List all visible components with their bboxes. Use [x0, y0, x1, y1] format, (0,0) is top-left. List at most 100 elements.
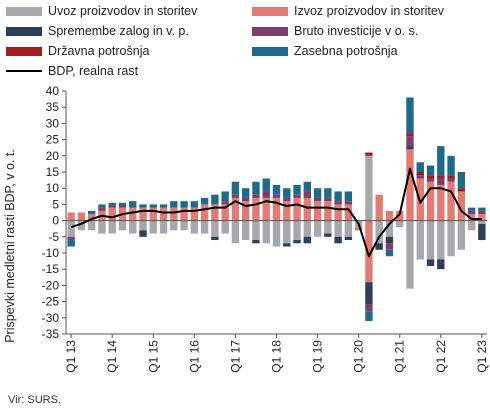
bar-segment-s5-11: [180, 201, 188, 208]
y-tick-label-1: 35: [46, 100, 60, 114]
bar-segment-s5-39: [467, 207, 476, 211]
bar-segment-s2-27: [344, 236, 353, 241]
bar-segment-s1-31: [385, 210, 394, 221]
bar-segment-s2-21: [283, 243, 291, 247]
bar-segment-s5-35: [426, 165, 435, 176]
bar-segment-s1-7: [139, 207, 147, 221]
bar-segment-s0-37: [447, 220, 455, 257]
bar-segment-s0-1: [77, 220, 86, 231]
bar-segment-s5-21: [283, 188, 291, 198]
bar-segment-s0-29: [365, 155, 373, 221]
bar-segment-s0-33: [406, 220, 414, 289]
x-tick-label-1: Q1 14: [105, 340, 119, 373]
y-tick-label-5: 15: [46, 165, 60, 179]
bar-segment-s2-18: [252, 240, 260, 244]
y-axis-label: Prispevki medletni rasti BDP, v o. t.: [3, 149, 17, 343]
bar-segment-s3-21: [283, 197, 291, 202]
bar-segment-s0-16: [231, 220, 240, 244]
legend-item-drzavna: Državna potrošnja: [6, 43, 149, 59]
bar-segment-s5-15: [221, 191, 229, 202]
source-note: Vir: SURS.: [8, 394, 61, 406]
bar-segment-s5-8: [149, 204, 157, 208]
y-tick-label-10: -10: [42, 246, 60, 260]
bar-segment-s0-26: [334, 220, 342, 237]
bars-layer: [67, 97, 486, 322]
y-tick-label-6: 10: [46, 181, 60, 195]
bar-segment-s5-18: [252, 181, 260, 195]
y-tick-label-7: 5: [52, 197, 59, 211]
bar-segment-s5-4: [108, 202, 116, 207]
bar-segment-s0-36: [437, 220, 445, 260]
y-tick-label-13: -25: [42, 295, 60, 309]
bar-segment-s0-15: [221, 220, 229, 234]
bar-segment-s4-34: [416, 172, 424, 176]
bar-segment-s1-10: [170, 207, 178, 221]
bar-segment-s5-16: [231, 181, 240, 195]
y-tick-label-11: -15: [42, 262, 60, 276]
bar-segment-s5-24: [313, 188, 322, 198]
bar-segment-s3-23: [303, 191, 311, 198]
bar-segment-s4-35: [426, 175, 435, 179]
bar-segment-s3-37: [447, 178, 455, 182]
x-tick-label-10: Q1 23: [475, 340, 489, 373]
bar-segment-s0-14: [211, 220, 219, 237]
x-tick-label-3: Q1 16: [187, 340, 201, 373]
bar-segment-s0-6: [129, 220, 137, 234]
bar-segment-s1-29: [365, 220, 373, 283]
bar-segment-s5-6: [129, 201, 137, 208]
bar-segment-s1-18: [252, 197, 260, 221]
bar-segment-s5-5: [118, 202, 127, 207]
axes-layer: 40 35 30 25 20 15 10 5 0 -5 -10 -15 -20 -25 -30 -35 Q1 1…: [42, 84, 489, 373]
legend-line-bdp: [6, 70, 42, 72]
legend-label-drzavna: Državna potrošnja: [48, 44, 150, 58]
bar-segment-s3-39: [467, 210, 476, 215]
bar-segment-s4-33: [406, 133, 414, 137]
chart-legend: Uvoz proizvodov in storitev Izvoz proizv…: [6, 2, 486, 84]
y-tick-label-9: -5: [48, 230, 59, 244]
bar-segment-s1-24: [313, 201, 322, 221]
legend-item-uvoz: Uvoz proizvodov in storitev: [6, 3, 197, 19]
legend-swatch-uvoz: [6, 6, 42, 16]
y-tick-label-2: 30: [46, 116, 60, 130]
bar-segment-s1-25: [324, 201, 332, 221]
bar-segment-s0-23: [303, 220, 311, 237]
bar-segment-s5-10: [170, 201, 178, 208]
bar-segment-s5-20: [272, 184, 281, 195]
legend-item-izvoz: Izvoz proizvodov in storitev: [252, 3, 444, 19]
bar-segment-s2-14: [211, 236, 219, 241]
bar-segment-s1-11: [180, 207, 188, 221]
bar-segment-s3-25: [324, 197, 332, 202]
bar-segment-s1-32: [396, 210, 404, 221]
x-tick-label-6: Q1 19: [311, 340, 325, 373]
bar-segment-s0-4: [108, 220, 116, 234]
bar-segment-s3-29: [365, 304, 373, 312]
stacked-bar-chart: Prispevki medletni rasti BDP, v o. t. 40…: [3, 84, 489, 373]
bar-segment-s1-4: [108, 207, 116, 221]
bar-segment-s0-25: [324, 220, 332, 234]
bar-segment-s3-22: [293, 194, 301, 198]
bar-segment-s3-16: [231, 194, 240, 198]
bar-segment-s1-23: [303, 197, 311, 221]
bar-segment-s0-0: [67, 220, 75, 237]
bar-segment-s5-23: [303, 181, 311, 192]
bar-segment-s0-40: [478, 220, 486, 224]
bar-segment-s1-28: [354, 227, 363, 231]
bar-segment-s0-32: [396, 220, 404, 228]
bar-segment-s5-14: [211, 194, 219, 205]
bar-segment-s2-22: [293, 240, 301, 244]
bar-segment-s3-31: [385, 243, 394, 250]
bar-segment-s5-17: [242, 188, 250, 198]
bar-segment-s5-9: [159, 204, 168, 208]
bar-segment-s1-6: [129, 207, 137, 221]
bar-segment-s1-0: [67, 212, 75, 221]
bar-segment-s3-40: [478, 210, 486, 215]
bar-segment-s5-27: [344, 191, 353, 202]
bar-segment-s4-29: [365, 152, 373, 156]
bar-segment-s0-20: [272, 220, 281, 247]
legend-item-bdp: BDP, realna rast: [6, 63, 138, 79]
bar-segment-s2-40: [478, 223, 486, 241]
bar-segment-s5-38: [457, 172, 466, 189]
legend-item-investicije: Bruto investicije v o. s.: [252, 23, 418, 39]
bar-segment-s0-11: [180, 220, 188, 231]
legend-swatch-zaloge: [6, 26, 42, 36]
